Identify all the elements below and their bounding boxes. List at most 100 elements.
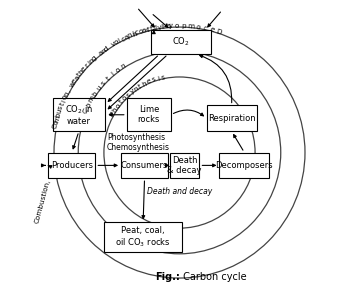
Text: v: v <box>157 24 162 31</box>
Text: n: n <box>88 57 96 64</box>
Text: i: i <box>157 75 160 82</box>
Text: a: a <box>73 74 81 81</box>
FancyBboxPatch shape <box>151 30 211 54</box>
Text: CO$_2$ in
water: CO$_2$ in water <box>65 103 93 126</box>
Text: Death
& decay: Death & decay <box>167 156 202 175</box>
Text: w: w <box>69 80 77 88</box>
Text: s: s <box>161 74 166 81</box>
Text: o: o <box>113 39 120 46</box>
Text: C: C <box>52 123 59 129</box>
Text: n: n <box>63 91 71 97</box>
Text: c: c <box>134 29 140 36</box>
Text: Peat, coal,
oil CO$_3$ rocks: Peat, coal, oil CO$_3$ rocks <box>115 226 171 249</box>
FancyBboxPatch shape <box>127 98 171 131</box>
Text: u: u <box>95 85 103 92</box>
Text: i: i <box>161 24 164 30</box>
Text: s: s <box>100 80 107 87</box>
Text: h: h <box>78 68 85 75</box>
Text: b: b <box>92 90 99 97</box>
Text: Fig.:: Fig.: <box>155 272 180 282</box>
Text: p: p <box>181 23 186 29</box>
Text: o: o <box>195 24 200 30</box>
Text: a: a <box>123 34 130 41</box>
Text: i: i <box>87 60 92 66</box>
Text: o: o <box>138 28 144 35</box>
Text: Respiration: Respiration <box>208 114 255 123</box>
Text: Consumers: Consumers <box>121 161 168 170</box>
Text: a: a <box>97 50 104 57</box>
Text: s: s <box>125 91 132 98</box>
Text: m: m <box>87 95 96 104</box>
Text: e: e <box>209 26 215 33</box>
Text: c: c <box>145 26 151 33</box>
Text: Carbon cycle: Carbon cycle <box>180 272 246 282</box>
FancyBboxPatch shape <box>104 222 182 252</box>
Text: u: u <box>56 108 63 115</box>
Text: a: a <box>141 27 147 34</box>
Text: n: n <box>100 47 107 54</box>
Text: m: m <box>53 115 61 123</box>
Text: l: l <box>117 37 122 44</box>
Text: o: o <box>53 120 60 125</box>
Text: t: t <box>76 72 83 78</box>
FancyBboxPatch shape <box>169 153 200 178</box>
Text: e: e <box>80 65 88 73</box>
Text: e: e <box>146 78 153 85</box>
Text: t: t <box>138 83 143 90</box>
Text: y: y <box>168 23 173 29</box>
Text: d: d <box>103 45 110 52</box>
Text: s: s <box>151 76 157 83</box>
Text: i: i <box>60 99 67 103</box>
Text: ,: , <box>126 33 130 40</box>
Text: Photosynthesis
Chemosynthesis: Photosynthesis Chemosynthesis <box>107 132 170 152</box>
Text: e: e <box>71 77 79 84</box>
Text: n: n <box>120 63 127 70</box>
Text: c: c <box>202 25 208 32</box>
Text: c: c <box>120 35 126 42</box>
Text: i: i <box>131 31 136 37</box>
Text: t: t <box>165 23 169 29</box>
Text: t: t <box>153 25 157 31</box>
Text: n: n <box>131 30 137 37</box>
FancyBboxPatch shape <box>52 98 105 131</box>
Text: m: m <box>187 23 195 29</box>
Text: i: i <box>146 26 150 33</box>
Text: P: P <box>109 111 117 118</box>
Text: C: C <box>82 107 89 114</box>
Text: t: t <box>150 25 154 32</box>
FancyBboxPatch shape <box>121 153 168 178</box>
Text: Death and decay: Death and decay <box>147 187 212 196</box>
Text: h: h <box>112 106 119 113</box>
Text: o: o <box>115 67 122 74</box>
Text: CO$_2$: CO$_2$ <box>172 36 190 48</box>
Text: o: o <box>174 23 179 29</box>
FancyBboxPatch shape <box>206 105 257 131</box>
Text: i: i <box>110 71 116 77</box>
Text: o: o <box>61 94 69 101</box>
Text: v: v <box>110 41 117 48</box>
Text: s: s <box>57 105 64 111</box>
FancyBboxPatch shape <box>219 153 269 178</box>
Text: h: h <box>141 80 148 88</box>
Text: b: b <box>55 112 62 118</box>
Text: y: y <box>129 88 136 95</box>
Text: ,: , <box>66 88 72 93</box>
Text: o: o <box>85 102 92 108</box>
Text: t: t <box>118 99 125 105</box>
Text: Decomposers: Decomposers <box>215 161 273 170</box>
Text: i: i <box>162 24 164 30</box>
Text: t: t <box>105 75 111 82</box>
Text: Combustion,: Combustion, <box>34 178 51 224</box>
FancyBboxPatch shape <box>48 153 95 178</box>
Text: n: n <box>127 32 133 39</box>
Text: i: i <box>154 25 157 31</box>
Text: o: o <box>115 102 122 109</box>
Text: g: g <box>91 54 98 62</box>
Text: s: s <box>167 23 171 29</box>
Text: D: D <box>215 28 222 35</box>
Text: r: r <box>83 63 90 69</box>
Text: Producers: Producers <box>51 161 93 170</box>
Text: n: n <box>133 85 140 92</box>
Text: Lime
rocks: Lime rocks <box>137 105 160 124</box>
Text: o: o <box>121 95 129 102</box>
